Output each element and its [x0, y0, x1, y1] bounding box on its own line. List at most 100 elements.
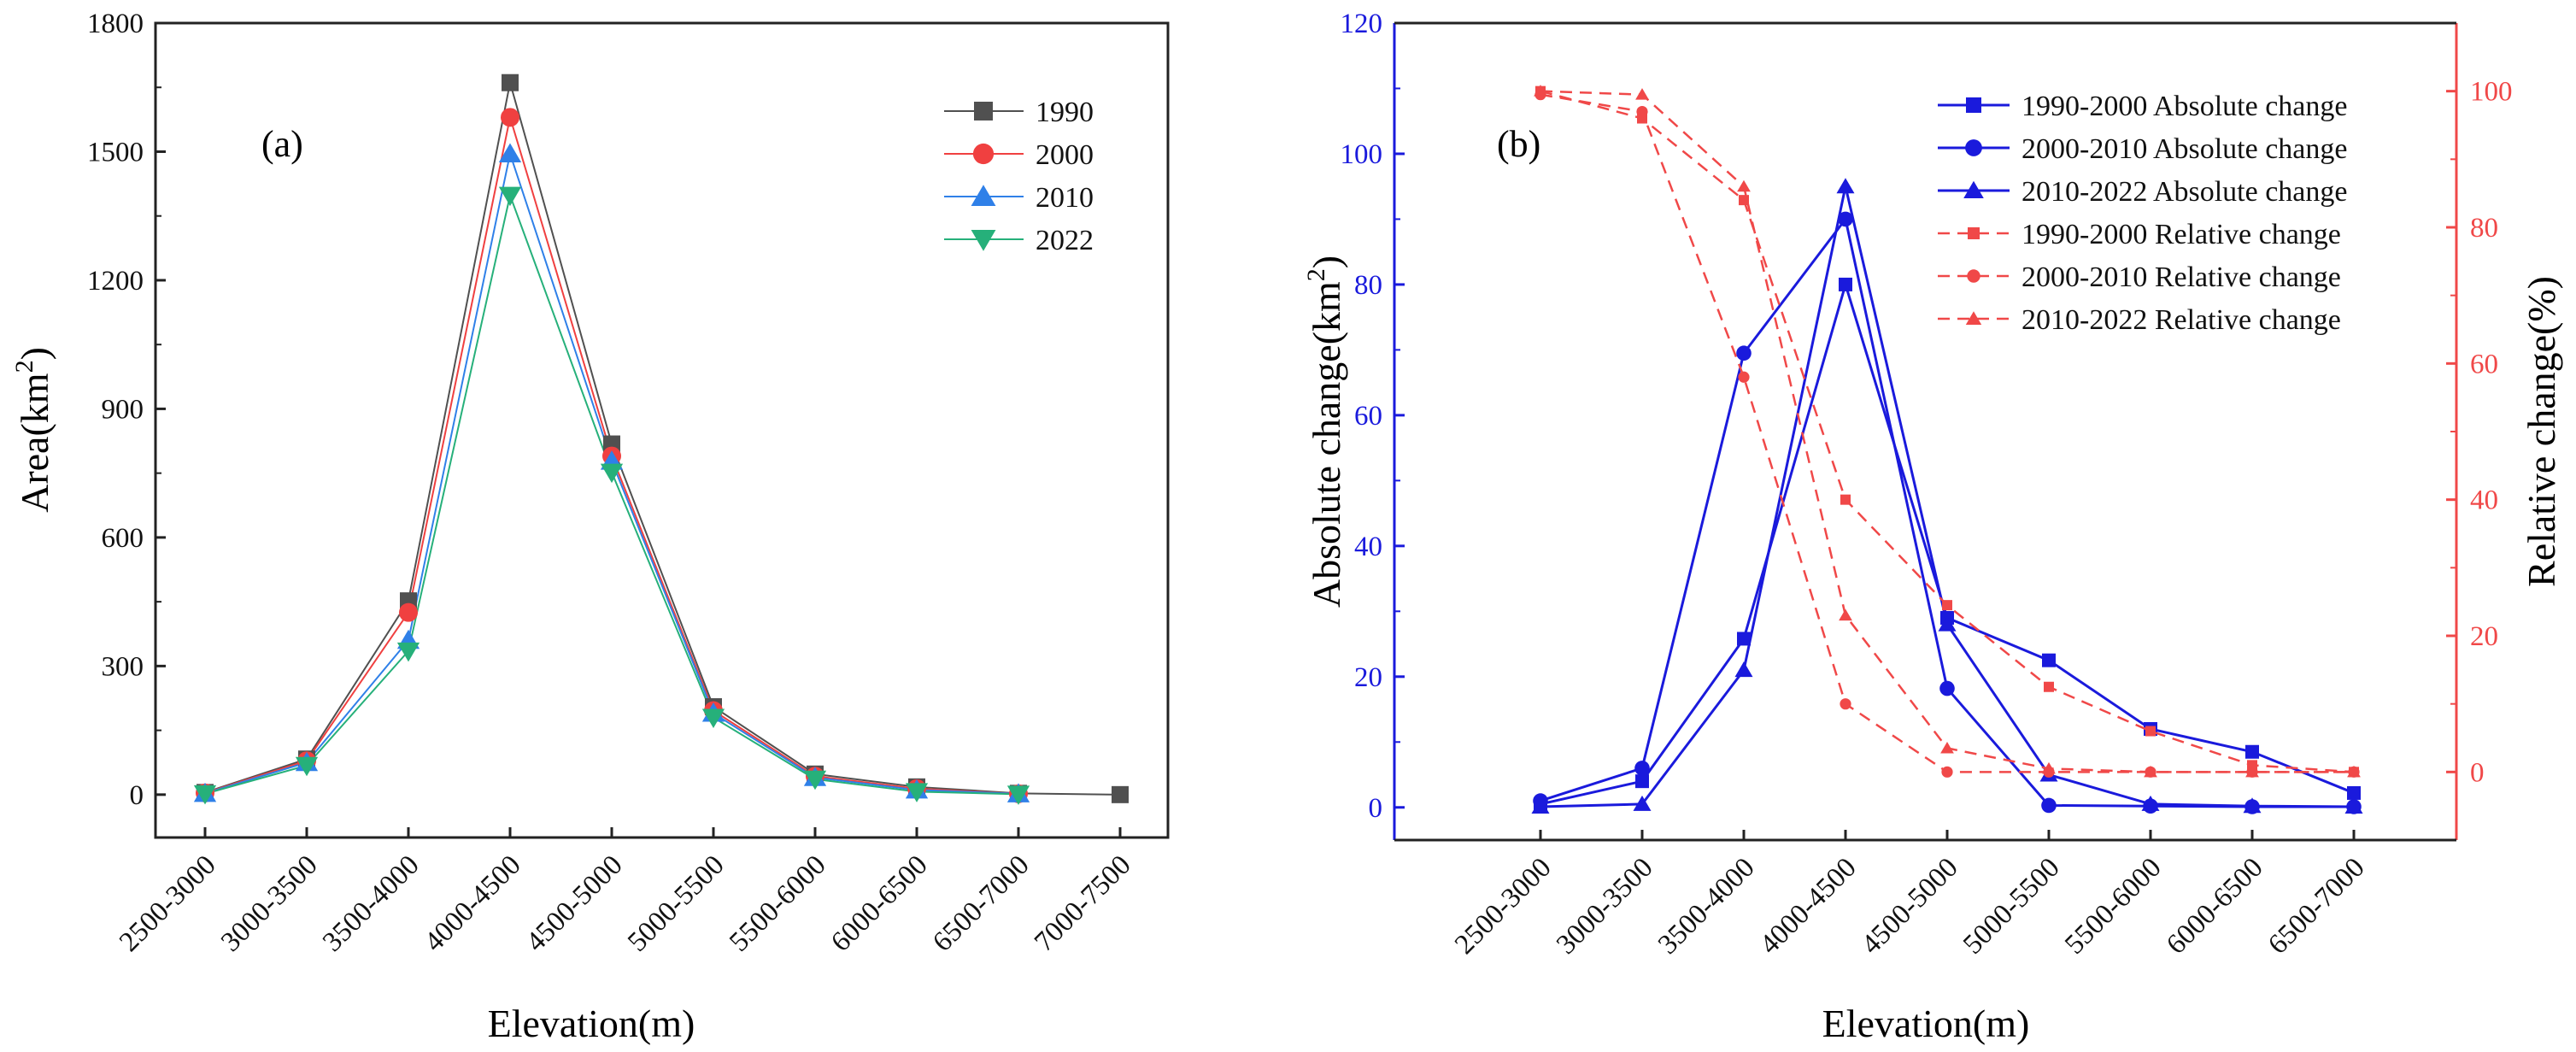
data-point [2042, 653, 2056, 667]
data-point [1942, 600, 1952, 611]
data-point-2022 [600, 463, 624, 484]
data-point-1990 [502, 73, 519, 91]
chart-b-left-axis-title: Absolute change(km2) [1302, 256, 1348, 608]
left-y-tick-label: 80 [1354, 270, 1382, 301]
data-point [1634, 761, 1650, 776]
legend-label: 2000-2010 Absolute change [2021, 133, 2348, 165]
data-point-2022 [498, 186, 522, 207]
data-point [2245, 765, 2259, 778]
data-point [1838, 211, 1853, 227]
legend-marker [1963, 180, 1984, 198]
data-point [2141, 795, 2160, 811]
data-point [1635, 774, 1649, 789]
legend-label: 2000 [1036, 139, 1094, 171]
right-y-tick-label: 80 [2470, 213, 2498, 244]
right-y-tick-label: 40 [2470, 485, 2498, 516]
data-point [1939, 680, 1955, 696]
data-point [2347, 785, 2361, 800]
data-point [1736, 345, 1752, 361]
data-point [2044, 681, 2054, 692]
series-line-1990 [204, 82, 1121, 796]
data-point [2145, 726, 2156, 737]
right-y-tick-label: 20 [2470, 621, 2498, 652]
legend-marker [1965, 311, 1982, 325]
data-point [1840, 494, 1851, 505]
chart-a-legend: 1990 2000 2010 2022 [944, 97, 1094, 256]
right-y-tick-label: 100 [2470, 77, 2513, 108]
legend-label: 2000-2010 Relative change [2021, 262, 2341, 293]
legend-marker [1966, 97, 1981, 113]
y-tick-label: 1200 [87, 266, 144, 297]
data-point [1531, 797, 1550, 814]
data-point-2022 [803, 770, 827, 790]
data-point [1534, 85, 1547, 97]
data-point [1938, 615, 1957, 632]
y-tick-label: 300 [102, 651, 144, 682]
y-tick-label: 1800 [87, 9, 144, 39]
legend-marker [972, 143, 995, 165]
y-tick-label: 0 [130, 780, 144, 811]
data-point [1738, 371, 1750, 383]
legend-label: 1990-2000 Relative change [2021, 219, 2341, 250]
chart-a-y-axis-title: Area(km2) [10, 347, 56, 513]
data-point [1941, 766, 1953, 778]
legend-marker [1967, 269, 1980, 283]
data-point [2243, 797, 2262, 814]
chart-b-x-axis-title: Elevation(m) [1822, 1002, 2030, 1045]
y-tick-label: 600 [102, 523, 144, 554]
data-point [1737, 179, 1751, 192]
chart-b-panel-label: (b) [1497, 123, 1540, 165]
data-point [2344, 797, 2363, 814]
data-point-2022 [1006, 785, 1030, 805]
data-point-2000 [399, 602, 418, 622]
data-point-1990 [1112, 785, 1129, 803]
data-point [1734, 661, 1753, 678]
data-point [1739, 195, 1749, 206]
legend-label: 2010-2022 Relative change [2021, 304, 2341, 336]
left-y-tick-label: 100 [1341, 139, 1383, 170]
left-y-tick-label: 60 [1354, 401, 1382, 432]
data-point-2010 [498, 143, 522, 162]
chart-a-panel-label: (a) [261, 123, 303, 165]
right-y-tick-label: 0 [2470, 757, 2485, 788]
data-point [1839, 608, 1852, 621]
data-point-2022 [905, 783, 929, 802]
data-point-2022 [193, 785, 217, 805]
data-point [2144, 765, 2157, 778]
legend-marker [971, 185, 996, 206]
data-point [1636, 105, 1648, 118]
data-point [1633, 795, 1652, 811]
legend-label: 1990-2000 Absolute change [2021, 91, 2348, 122]
legend-marker [974, 102, 993, 120]
legend-marker [971, 230, 996, 251]
legend-marker [1965, 139, 1982, 156]
data-point [2042, 761, 2056, 774]
right-y-tick-label: 60 [2470, 349, 2498, 379]
data-point [2041, 797, 2057, 814]
data-point [2347, 765, 2361, 778]
data-point [1839, 277, 1852, 291]
legend-label: 1990 [1036, 97, 1094, 128]
legend-label: 2022 [1036, 225, 1094, 256]
left-y-tick-label: 120 [1341, 9, 1383, 39]
data-point [1836, 178, 1855, 194]
data-point [1635, 88, 1649, 100]
left-y-tick-label: 0 [1369, 793, 1383, 824]
data-point-2000 [501, 108, 519, 127]
left-y-tick-label: 20 [1354, 662, 1382, 693]
data-point [1737, 632, 1751, 646]
data-point [1840, 698, 1851, 710]
legend-label: 2010-2022 Absolute change [2021, 176, 2348, 208]
chart-b-legend: 1990-2000 Absolute change 2000-2010 Absol… [1938, 91, 2348, 336]
data-point [2245, 744, 2259, 759]
y-tick-label: 900 [102, 394, 144, 425]
chart-b-right-axis-title: Relative change(%) [2520, 276, 2563, 587]
left-y-tick-label: 40 [1354, 532, 1382, 562]
y-tick-label: 1500 [87, 137, 144, 167]
legend-label: 2010 [1036, 182, 1094, 214]
data-point-2022 [701, 708, 725, 729]
data-point-2022 [396, 642, 420, 662]
chart-a-frame [154, 21, 1170, 839]
data-point [1940, 741, 1954, 754]
